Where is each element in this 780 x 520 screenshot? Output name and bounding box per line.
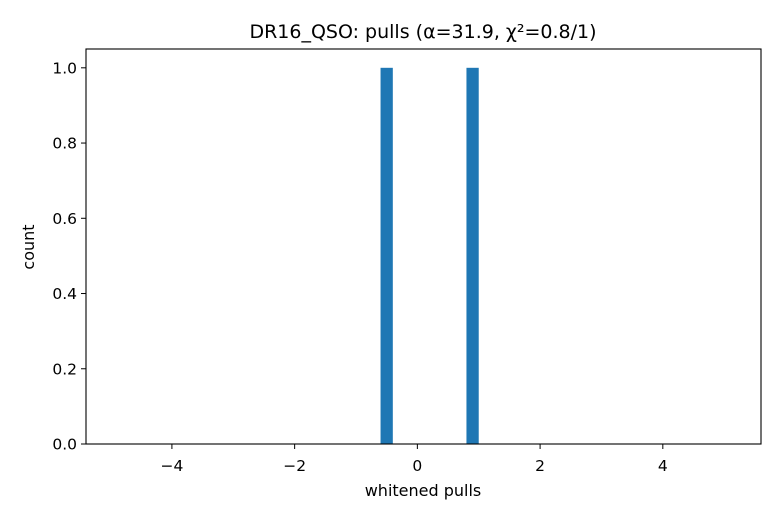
y-tick-label: 0.8 xyxy=(52,135,77,153)
y-ticks-group: 0.0 0.2 0.4 0.6 0.8 1.0 xyxy=(52,59,86,454)
x-ticks-group: −4 −2 0 2 4 xyxy=(160,444,668,475)
x-tick-label: −4 xyxy=(160,457,183,475)
chart-title: DR16_QSO: pulls (α=31.9, χ²=0.8/1) xyxy=(249,21,596,43)
bars-group xyxy=(380,67,479,445)
y-tick-label: 0.4 xyxy=(52,285,77,303)
y-tick-label: 1.0 xyxy=(52,59,77,77)
x-axis-label: whitened pulls xyxy=(365,481,482,500)
y-tick-label: 0.6 xyxy=(52,210,77,228)
x-tick-label: 2 xyxy=(535,457,545,475)
y-axis-label: count xyxy=(19,224,38,269)
y-tick-label: 0.2 xyxy=(52,360,77,378)
histogram-bar-1 xyxy=(466,67,479,445)
x-tick-label: 4 xyxy=(658,457,668,475)
y-tick-label: 0.0 xyxy=(52,436,77,454)
histogram-bar-0 xyxy=(380,67,393,445)
plot-frame xyxy=(85,48,762,445)
x-tick-label: 0 xyxy=(412,457,422,475)
x-tick-label: −2 xyxy=(283,457,306,475)
